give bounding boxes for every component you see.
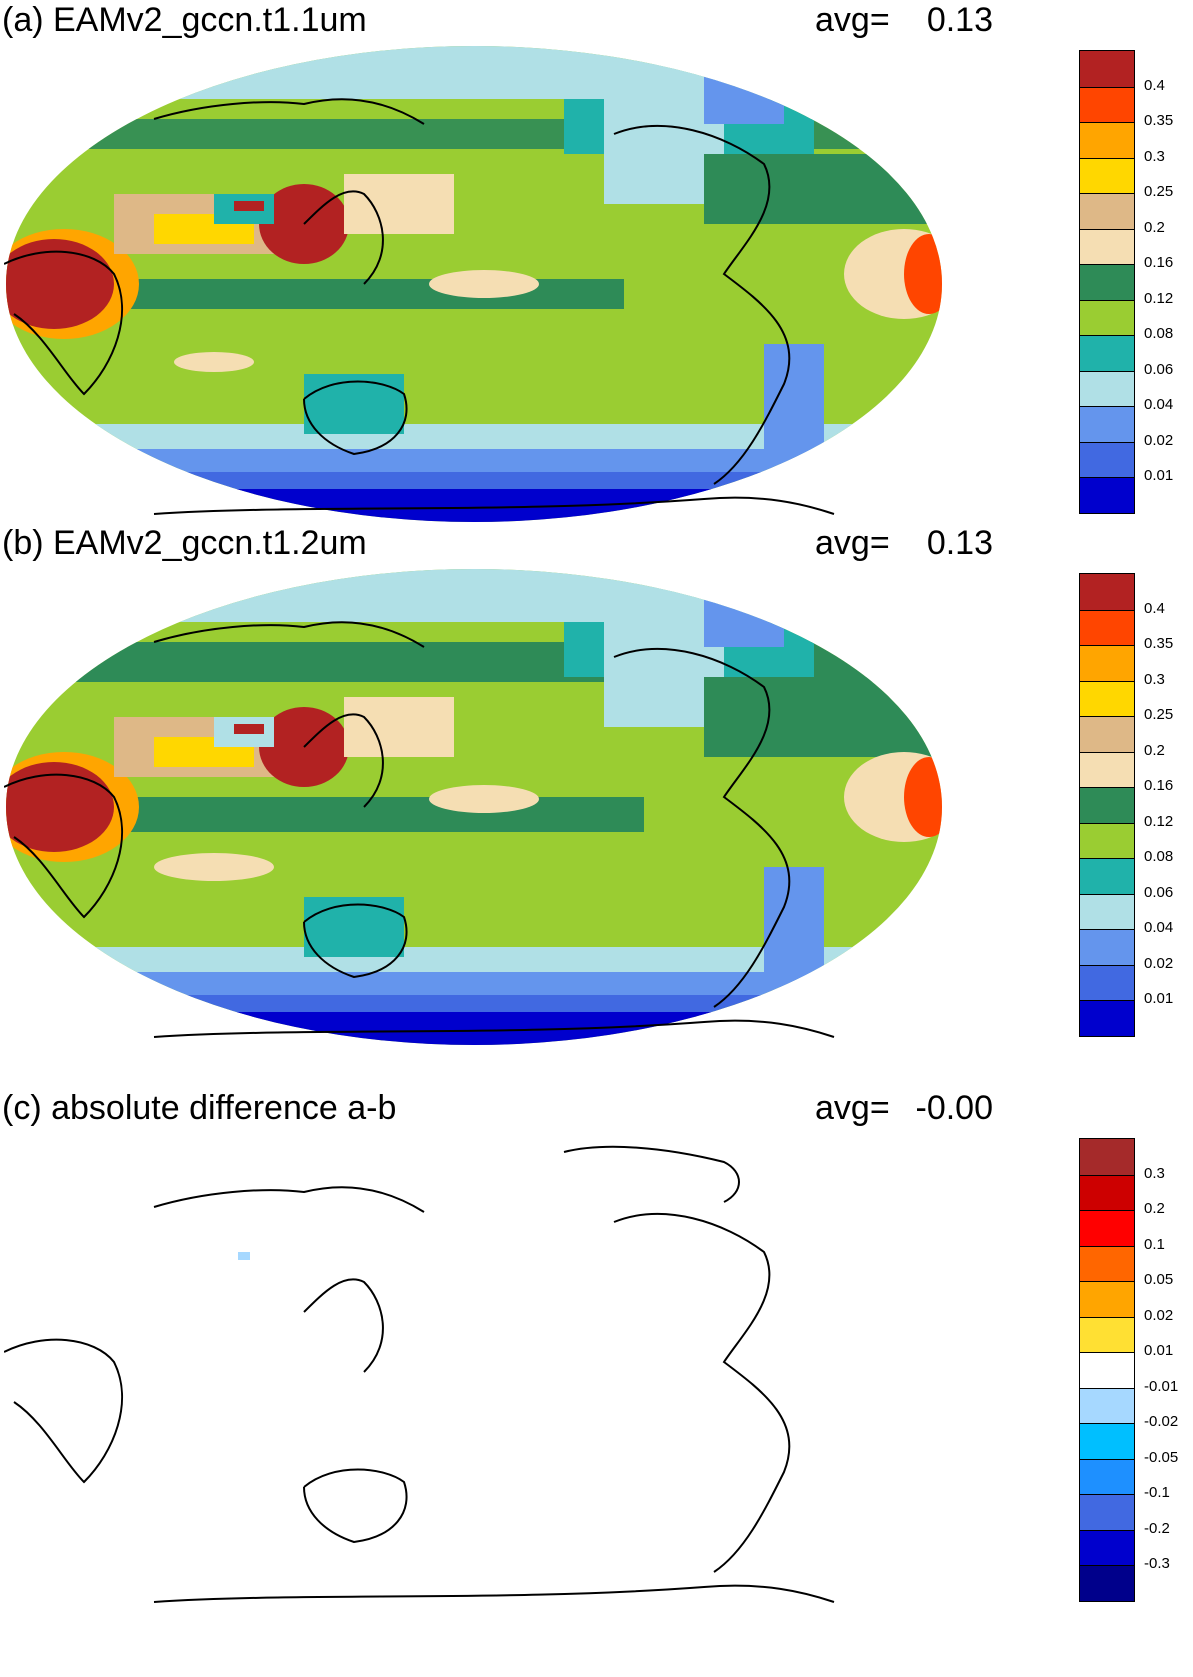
colorbar-label: 0.35	[1144, 635, 1174, 652]
colorbar-label: 0.01	[1144, 990, 1174, 1007]
colorbar-label: 0.06	[1144, 360, 1174, 378]
panel-a: (a) EAMv2_gccn.t1.1um avg= 0.13	[0, 0, 1193, 530]
colorbar-swatch	[1080, 716, 1134, 752]
colorbar-swatch	[1080, 264, 1134, 300]
colorbar-swatch	[1080, 1565, 1134, 1601]
colorbar-label: 0.02	[1144, 431, 1174, 449]
colorbar-label: 0.2	[1144, 218, 1165, 236]
colorbar	[1079, 573, 1135, 1037]
colorbar-swatch	[1080, 964, 1134, 1000]
avg-label: avg=	[815, 1, 890, 39]
colorbar-label: -0.3	[1144, 1555, 1170, 1572]
colorbar-swatch	[1080, 86, 1134, 122]
colorbar-label: 0.02	[1144, 954, 1174, 972]
avg-value: 0.13	[926, 1, 993, 39]
colorbar-swatch	[1080, 574, 1134, 610]
avg-value: 0.13	[926, 524, 993, 562]
colorbar-swatch	[1080, 1494, 1134, 1530]
colorbar-swatch	[1080, 193, 1134, 229]
colorbar-swatch	[1080, 1352, 1134, 1388]
panel-b: (b) EAMv2_gccn.t1.2um avg= 0.13	[0, 523, 1193, 1053]
colorbar-swatch	[1080, 1210, 1134, 1246]
colorbar-label: 0.2	[1144, 741, 1165, 759]
colorbar-label: -0.2	[1144, 1519, 1170, 1537]
colorbar-label: 0.35	[1144, 112, 1174, 129]
colorbar-label: 0.2	[1144, 1200, 1165, 1217]
colorbar-swatch	[1080, 929, 1134, 965]
colorbar-label: 0.25	[1144, 706, 1174, 723]
avg-label: avg=	[815, 1089, 890, 1127]
panel-c: (c) absolute difference a-b avg= -0.00 0…	[0, 1088, 1193, 1677]
colorbar-swatch	[1080, 1174, 1134, 1210]
colorbar-swatch	[1080, 1281, 1134, 1317]
colorbar-label: 0.4	[1144, 76, 1165, 94]
colorbar-swatch	[1080, 1139, 1134, 1175]
colorbar-swatch	[1080, 1387, 1134, 1423]
colorbar-label: 0.01	[1144, 1342, 1174, 1359]
colorbar-label: 0.02	[1144, 1306, 1174, 1324]
colorbar-swatch	[1080, 441, 1134, 477]
colorbar-swatch	[1080, 609, 1134, 645]
colorbar-swatch	[1080, 335, 1134, 371]
colorbar-label: -0.05	[1144, 1448, 1179, 1466]
colorbar-swatch	[1080, 1529, 1134, 1565]
colorbar-swatch	[1080, 228, 1134, 264]
colorbar-swatch	[1080, 370, 1134, 406]
colorbar-label: -0.02	[1144, 1413, 1179, 1430]
colorbar-label: 0.08	[1144, 325, 1174, 342]
colorbar-label: 0.16	[1144, 254, 1174, 271]
colorbar	[1079, 50, 1135, 514]
panel-title: (b) EAMv2_gccn.t1.2um	[2, 524, 367, 562]
colorbar	[1079, 1138, 1135, 1602]
colorbar-swatch	[1080, 787, 1134, 823]
colorbar-label: 0.06	[1144, 883, 1174, 901]
colorbar-swatch	[1080, 893, 1134, 929]
colorbar-label: 0.16	[1144, 777, 1174, 794]
colorbar-label: 0.1	[1144, 1235, 1165, 1253]
colorbar-swatch	[1080, 1000, 1134, 1036]
colorbar-label: 0.25	[1144, 183, 1174, 200]
panel-title: (a) EAMv2_gccn.t1.1um	[2, 1, 367, 39]
colorbar-label: 0.3	[1144, 147, 1165, 165]
colorbar-label: 0.05	[1144, 1271, 1174, 1288]
colorbar-label: 0.3	[1144, 1164, 1165, 1182]
colorbar-swatch	[1080, 1245, 1134, 1281]
colorbar-label: -0.1	[1144, 1484, 1170, 1501]
panel-title: (c) absolute difference a-b	[2, 1089, 397, 1127]
colorbar-swatch	[1080, 1458, 1134, 1494]
colorbar-swatch	[1080, 406, 1134, 442]
colorbar-swatch	[1080, 122, 1134, 158]
colorbar-label: 0.4	[1144, 599, 1165, 617]
colorbar-swatch	[1080, 1316, 1134, 1352]
colorbar-swatch	[1080, 751, 1134, 787]
colorbar-label: 0.08	[1144, 848, 1174, 865]
colorbar-swatch	[1080, 299, 1134, 335]
colorbar-label: -0.01	[1144, 1377, 1179, 1395]
colorbar-swatch	[1080, 680, 1134, 716]
colorbar-swatch	[1080, 858, 1134, 894]
world-map	[4, 46, 942, 522]
colorbar-swatch	[1080, 157, 1134, 193]
colorbar-swatch	[1080, 477, 1134, 513]
colorbar-label: 0.01	[1144, 467, 1174, 484]
avg-value: -0.00	[915, 1089, 994, 1127]
colorbar-swatch	[1080, 51, 1134, 87]
colorbar-swatch	[1080, 1423, 1134, 1459]
world-map	[4, 569, 942, 1045]
colorbar-label: 0.12	[1144, 812, 1174, 830]
colorbar-label: 0.04	[1144, 396, 1174, 413]
colorbar-label: 0.3	[1144, 670, 1165, 688]
colorbar-swatch	[1080, 645, 1134, 681]
colorbar-swatch	[1080, 822, 1134, 858]
world-map	[4, 1132, 944, 1612]
colorbar-label: 0.12	[1144, 289, 1174, 307]
colorbar-label: 0.04	[1144, 919, 1174, 936]
avg-label: avg=	[815, 524, 890, 562]
